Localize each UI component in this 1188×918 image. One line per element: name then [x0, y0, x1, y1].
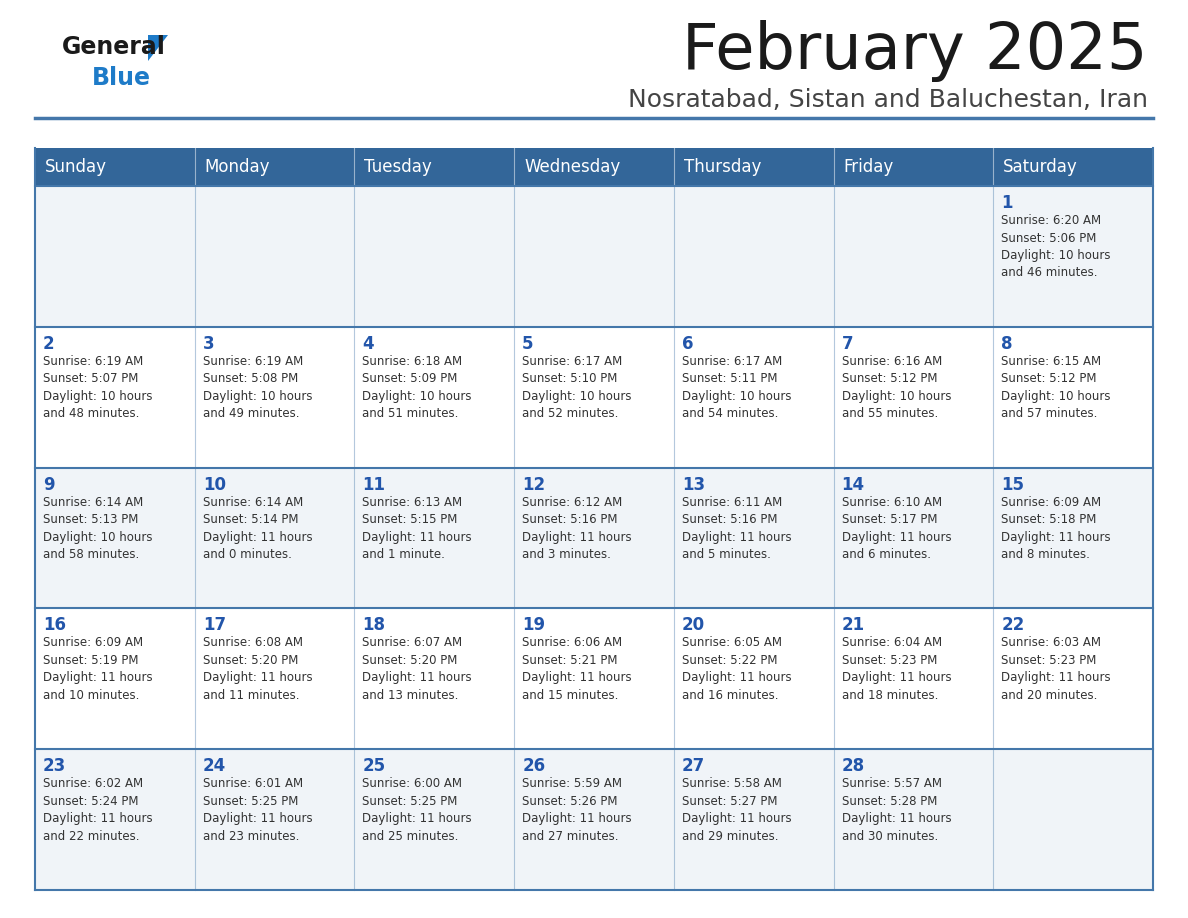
- Text: Sunrise: 6:10 AM
Sunset: 5:17 PM
Daylight: 11 hours
and 6 minutes.: Sunrise: 6:10 AM Sunset: 5:17 PM Dayligh…: [841, 496, 952, 561]
- Text: Sunrise: 6:00 AM
Sunset: 5:25 PM
Daylight: 11 hours
and 25 minutes.: Sunrise: 6:00 AM Sunset: 5:25 PM Dayligh…: [362, 778, 472, 843]
- Text: 9: 9: [43, 476, 55, 494]
- Bar: [34, 186, 1154, 327]
- Bar: [34, 467, 1154, 609]
- Text: Sunrise: 6:11 AM
Sunset: 5:16 PM
Daylight: 11 hours
and 5 minutes.: Sunrise: 6:11 AM Sunset: 5:16 PM Dayligh…: [682, 496, 791, 561]
- Text: Sunrise: 6:14 AM
Sunset: 5:14 PM
Daylight: 11 hours
and 0 minutes.: Sunrise: 6:14 AM Sunset: 5:14 PM Dayligh…: [203, 496, 312, 561]
- Text: Sunrise: 6:09 AM
Sunset: 5:19 PM
Daylight: 11 hours
and 10 minutes.: Sunrise: 6:09 AM Sunset: 5:19 PM Dayligh…: [43, 636, 152, 702]
- Text: Friday: Friday: [843, 158, 893, 176]
- Text: 10: 10: [203, 476, 226, 494]
- Text: Sunday: Sunday: [45, 158, 107, 176]
- Text: Thursday: Thursday: [684, 158, 762, 176]
- Text: 19: 19: [523, 616, 545, 634]
- Text: Sunrise: 6:17 AM
Sunset: 5:10 PM
Daylight: 10 hours
and 52 minutes.: Sunrise: 6:17 AM Sunset: 5:10 PM Dayligh…: [523, 354, 632, 420]
- Text: 4: 4: [362, 335, 374, 353]
- Text: 24: 24: [203, 757, 226, 775]
- Text: 28: 28: [841, 757, 865, 775]
- Text: 11: 11: [362, 476, 385, 494]
- Text: 21: 21: [841, 616, 865, 634]
- Text: General: General: [62, 35, 166, 59]
- Text: 12: 12: [523, 476, 545, 494]
- Bar: [993, 148, 1154, 186]
- Text: Sunrise: 6:13 AM
Sunset: 5:15 PM
Daylight: 11 hours
and 1 minute.: Sunrise: 6:13 AM Sunset: 5:15 PM Dayligh…: [362, 496, 472, 561]
- Text: Sunrise: 6:19 AM
Sunset: 5:07 PM
Daylight: 10 hours
and 48 minutes.: Sunrise: 6:19 AM Sunset: 5:07 PM Dayligh…: [43, 354, 152, 420]
- Text: Sunrise: 6:03 AM
Sunset: 5:23 PM
Daylight: 11 hours
and 20 minutes.: Sunrise: 6:03 AM Sunset: 5:23 PM Dayligh…: [1001, 636, 1111, 702]
- Text: 18: 18: [362, 616, 385, 634]
- Text: 14: 14: [841, 476, 865, 494]
- Bar: [34, 327, 1154, 467]
- Text: 3: 3: [203, 335, 214, 353]
- Text: Saturday: Saturday: [1004, 158, 1078, 176]
- Text: Sunrise: 6:17 AM
Sunset: 5:11 PM
Daylight: 10 hours
and 54 minutes.: Sunrise: 6:17 AM Sunset: 5:11 PM Dayligh…: [682, 354, 791, 420]
- Text: Sunrise: 6:02 AM
Sunset: 5:24 PM
Daylight: 11 hours
and 22 minutes.: Sunrise: 6:02 AM Sunset: 5:24 PM Dayligh…: [43, 778, 152, 843]
- Text: 7: 7: [841, 335, 853, 353]
- Text: Sunrise: 6:05 AM
Sunset: 5:22 PM
Daylight: 11 hours
and 16 minutes.: Sunrise: 6:05 AM Sunset: 5:22 PM Dayligh…: [682, 636, 791, 702]
- Bar: [674, 148, 834, 186]
- Text: 8: 8: [1001, 335, 1013, 353]
- Text: Sunrise: 5:58 AM
Sunset: 5:27 PM
Daylight: 11 hours
and 29 minutes.: Sunrise: 5:58 AM Sunset: 5:27 PM Dayligh…: [682, 778, 791, 843]
- Text: Tuesday: Tuesday: [365, 158, 432, 176]
- Text: Sunrise: 6:15 AM
Sunset: 5:12 PM
Daylight: 10 hours
and 57 minutes.: Sunrise: 6:15 AM Sunset: 5:12 PM Dayligh…: [1001, 354, 1111, 420]
- Text: 16: 16: [43, 616, 67, 634]
- Text: 1: 1: [1001, 194, 1013, 212]
- Text: 6: 6: [682, 335, 694, 353]
- Bar: [195, 148, 354, 186]
- Text: 20: 20: [682, 616, 704, 634]
- Text: Sunrise: 6:14 AM
Sunset: 5:13 PM
Daylight: 10 hours
and 58 minutes.: Sunrise: 6:14 AM Sunset: 5:13 PM Dayligh…: [43, 496, 152, 561]
- Text: 2: 2: [43, 335, 55, 353]
- Text: Sunrise: 6:16 AM
Sunset: 5:12 PM
Daylight: 10 hours
and 55 minutes.: Sunrise: 6:16 AM Sunset: 5:12 PM Dayligh…: [841, 354, 952, 420]
- Text: Sunrise: 5:57 AM
Sunset: 5:28 PM
Daylight: 11 hours
and 30 minutes.: Sunrise: 5:57 AM Sunset: 5:28 PM Dayligh…: [841, 778, 952, 843]
- Text: 27: 27: [682, 757, 706, 775]
- Text: 17: 17: [203, 616, 226, 634]
- Bar: [34, 749, 1154, 890]
- Text: Sunrise: 6:09 AM
Sunset: 5:18 PM
Daylight: 11 hours
and 8 minutes.: Sunrise: 6:09 AM Sunset: 5:18 PM Dayligh…: [1001, 496, 1111, 561]
- Bar: [354, 148, 514, 186]
- Text: 15: 15: [1001, 476, 1024, 494]
- Text: Wednesday: Wednesday: [524, 158, 620, 176]
- Bar: [834, 148, 993, 186]
- Text: Sunrise: 6:07 AM
Sunset: 5:20 PM
Daylight: 11 hours
and 13 minutes.: Sunrise: 6:07 AM Sunset: 5:20 PM Dayligh…: [362, 636, 472, 702]
- Bar: [34, 148, 195, 186]
- Text: February 2025: February 2025: [682, 20, 1148, 82]
- Text: Sunrise: 6:18 AM
Sunset: 5:09 PM
Daylight: 10 hours
and 51 minutes.: Sunrise: 6:18 AM Sunset: 5:09 PM Dayligh…: [362, 354, 472, 420]
- Text: 25: 25: [362, 757, 386, 775]
- Text: 26: 26: [523, 757, 545, 775]
- Text: Sunrise: 6:08 AM
Sunset: 5:20 PM
Daylight: 11 hours
and 11 minutes.: Sunrise: 6:08 AM Sunset: 5:20 PM Dayligh…: [203, 636, 312, 702]
- Text: Monday: Monday: [204, 158, 270, 176]
- Text: Sunrise: 5:59 AM
Sunset: 5:26 PM
Daylight: 11 hours
and 27 minutes.: Sunrise: 5:59 AM Sunset: 5:26 PM Dayligh…: [523, 778, 632, 843]
- Text: Nosratabad, Sistan and Baluchestan, Iran: Nosratabad, Sistan and Baluchestan, Iran: [628, 88, 1148, 112]
- Text: Sunrise: 6:04 AM
Sunset: 5:23 PM
Daylight: 11 hours
and 18 minutes.: Sunrise: 6:04 AM Sunset: 5:23 PM Dayligh…: [841, 636, 952, 702]
- Text: Blue: Blue: [91, 66, 151, 90]
- Polygon shape: [148, 35, 168, 61]
- Text: 13: 13: [682, 476, 704, 494]
- Text: 23: 23: [43, 757, 67, 775]
- Bar: [514, 148, 674, 186]
- Text: Sunrise: 6:19 AM
Sunset: 5:08 PM
Daylight: 10 hours
and 49 minutes.: Sunrise: 6:19 AM Sunset: 5:08 PM Dayligh…: [203, 354, 312, 420]
- Bar: [34, 609, 1154, 749]
- Text: Sunrise: 6:06 AM
Sunset: 5:21 PM
Daylight: 11 hours
and 15 minutes.: Sunrise: 6:06 AM Sunset: 5:21 PM Dayligh…: [523, 636, 632, 702]
- Text: Sunrise: 6:12 AM
Sunset: 5:16 PM
Daylight: 11 hours
and 3 minutes.: Sunrise: 6:12 AM Sunset: 5:16 PM Dayligh…: [523, 496, 632, 561]
- Text: Sunrise: 6:20 AM
Sunset: 5:06 PM
Daylight: 10 hours
and 46 minutes.: Sunrise: 6:20 AM Sunset: 5:06 PM Dayligh…: [1001, 214, 1111, 279]
- Text: 5: 5: [523, 335, 533, 353]
- Text: 22: 22: [1001, 616, 1024, 634]
- Text: Sunrise: 6:01 AM
Sunset: 5:25 PM
Daylight: 11 hours
and 23 minutes.: Sunrise: 6:01 AM Sunset: 5:25 PM Dayligh…: [203, 778, 312, 843]
